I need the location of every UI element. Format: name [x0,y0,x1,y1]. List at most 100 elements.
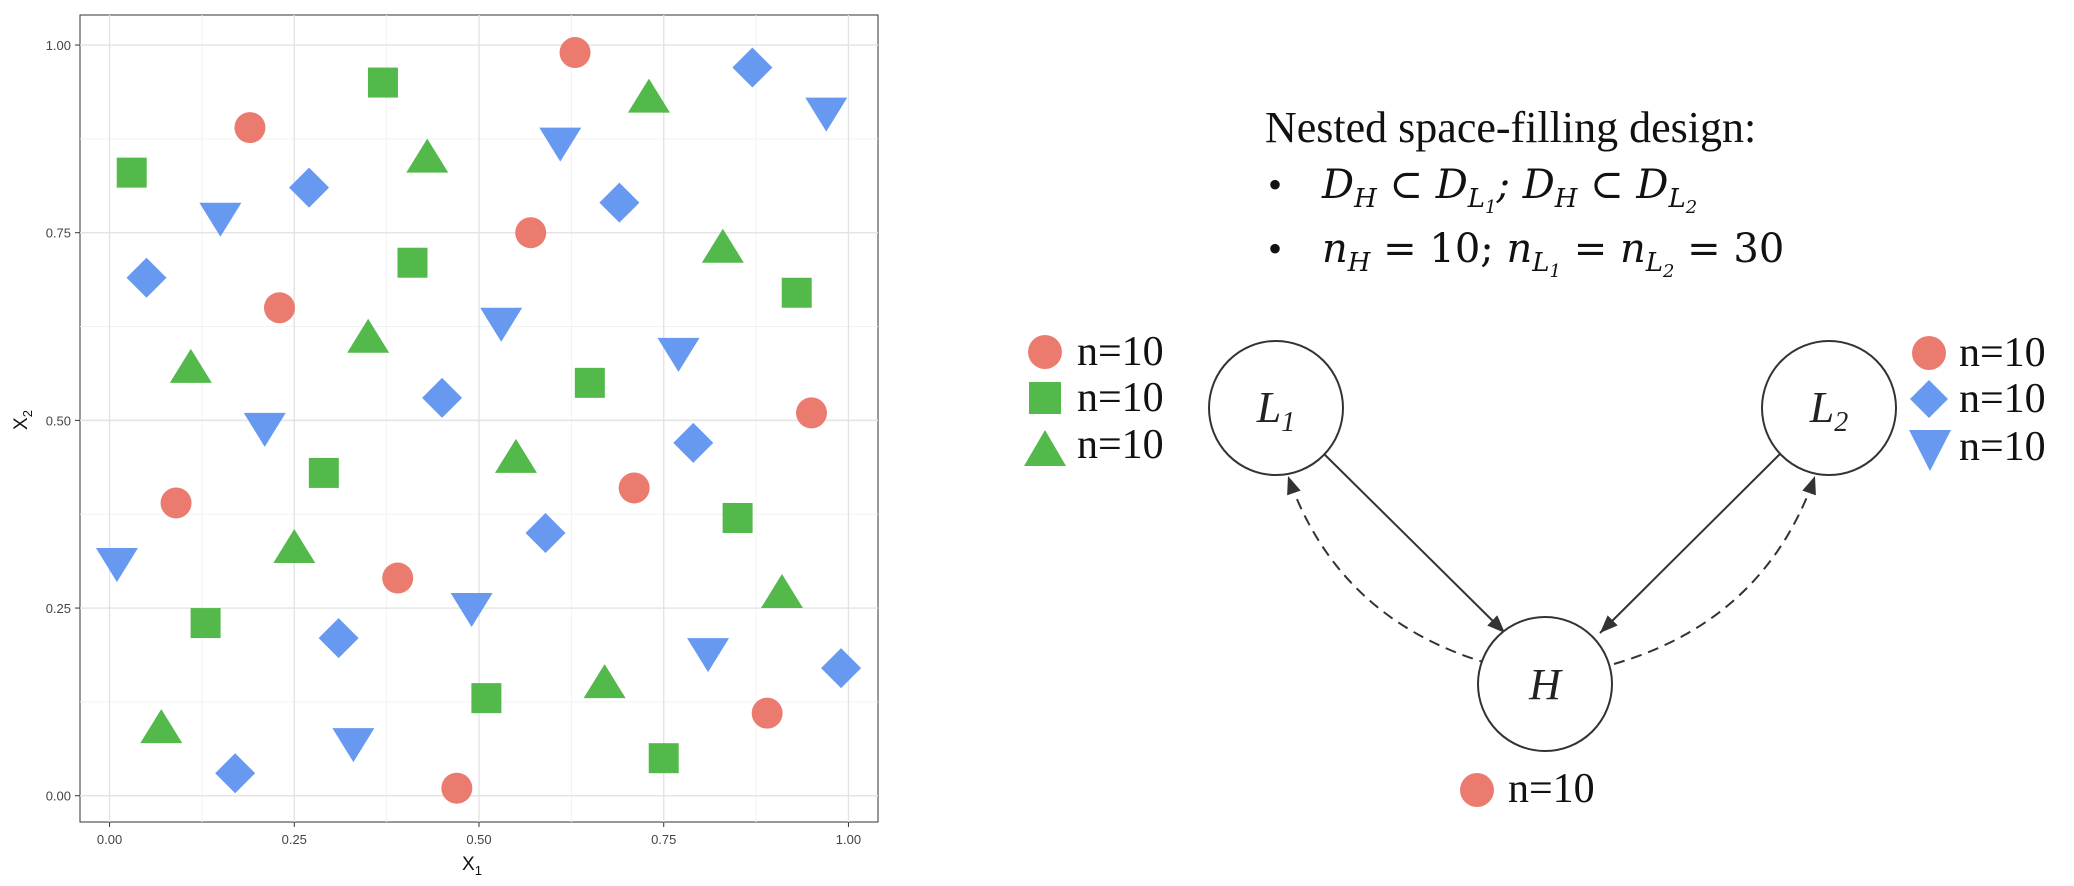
node-l2-sub: 2 [1834,407,1848,438]
legend-l1-label-1: n=10 [1077,329,1164,375]
legend-l2-label-1: n=10 [1959,330,2046,376]
legend-diamond-marker [1910,380,1948,418]
point-triangle-down [332,728,375,763]
point-diamond [525,512,566,553]
dashed-arrow-h-to-l2 [1613,475,1816,665]
point-triangle-up [760,574,803,609]
legend-l2: n=10 n=10 n=10 [1909,330,2046,471]
node-l2-label: L [1809,383,1834,432]
diagram-title: Nested space-filling design: [1265,103,1756,152]
point-triangle-up [701,228,744,263]
point-triangle-up [627,78,670,113]
point-triangle-up [406,138,449,173]
legend-l1-label-3: n=10 [1077,422,1164,468]
x-axis-label: X1 [462,854,482,878]
svg-text:L1: L1 [1256,383,1295,438]
scatter-plot: 0.00 0.25 0.50 0.75 1.00 0.00 0.25 0.50 0.75 1.0… [11,14,879,878]
point-square [397,247,428,278]
point-triangle-down [657,337,700,372]
point-square [308,457,339,488]
y-tick-label: 1.00 [46,38,71,53]
point-triangle-down [243,412,286,447]
point-square [722,502,753,533]
x-tick-label: 0.25 [282,832,307,847]
point-square [471,683,502,714]
point-triangle-down [480,307,523,342]
point-circle [441,772,473,804]
point-diamond [126,257,167,298]
y-tick-label: 0.25 [46,601,71,616]
point-square [781,277,812,308]
point-circle [234,112,266,144]
point-circle [515,217,547,249]
legend-l1-label-2: n=10 [1077,375,1164,421]
node-l1-label: L [1256,383,1281,432]
point-triangle-down [805,97,848,132]
bullet-subset-text: DH ⊂ DL1; DH ⊂ DL2 [1321,162,1697,218]
svg-text:L2: L2 [1809,383,1848,438]
bullet-dot: • [1268,226,1282,271]
node-l1-sub: 1 [1281,407,1295,438]
point-diamond [422,377,463,418]
point-triangle-down [539,127,582,162]
point-triangle-up [583,664,626,699]
point-square [190,608,221,639]
legend-circle-marker [1460,773,1494,807]
arrow-l1-to-h [1317,447,1506,634]
point-triangle-up [140,709,183,744]
bullet-dot: • [1268,162,1282,207]
point-circle [559,37,591,69]
point-triangle-down [199,202,242,237]
point-circle [751,697,783,729]
node-l1: L1 [1208,340,1344,476]
point-diamond [215,753,256,794]
legend-circle-marker [1028,335,1062,369]
point-diamond [673,422,714,463]
legend-l2-label-3: n=10 [1959,424,2046,470]
point-diamond [289,167,330,208]
point-circle [618,472,650,504]
node-l2: L2 [1761,340,1897,476]
point-circle [796,397,827,429]
nested-design-diagram: Nested space-filling design: • DH ⊂ DL1;… [1024,103,2046,812]
x-tick-label: 0.00 [97,832,122,847]
point-square [574,367,605,398]
y-tick-label: 0.00 [46,789,71,804]
point-diamond [732,47,773,88]
legend-triangle-up-marker [1024,430,1066,466]
y-axis-ticks: 0.00 0.25 0.50 0.75 1.00 [46,38,80,804]
x-tick-label: 0.50 [466,832,491,847]
node-h-label: H [1528,660,1563,709]
point-diamond [318,618,359,659]
point-triangle-up [169,348,212,383]
point-triangle-up [347,318,390,353]
point-circle [382,562,414,594]
x-tick-label: 1.00 [836,832,861,847]
bullet-subset: • DH ⊂ DL1; DH ⊂ DL2 [1268,162,1697,218]
legend-l2-label-2: n=10 [1959,376,2046,422]
point-triangle-down [95,548,138,583]
legend-square-marker [1029,382,1061,414]
point-diamond [599,182,640,223]
point-triangle-up [273,528,316,563]
point-square [648,743,679,774]
point-diamond [821,648,862,689]
dashed-arrow-h-to-l1 [1287,475,1491,665]
legend-h: n=10 [1460,766,1595,812]
point-triangle-up [494,438,537,473]
x-tick-label: 0.75 [651,832,676,847]
point-circle [160,487,192,519]
node-h: H [1477,616,1613,752]
y-tick-label: 0.75 [46,226,71,241]
bullet-sizes-text: nH = 10; nL1 = nL2 = 30 [1322,226,1784,282]
data-points [95,37,862,804]
legend-h-label-1: n=10 [1508,766,1595,812]
bullet-sizes: • nH = 10; nL1 = nL2 = 30 [1268,226,1784,282]
point-triangle-down [450,593,493,628]
legend-triangle-down-marker [1909,430,1951,471]
point-square [367,67,398,98]
x-axis-ticks: 0.00 0.25 0.50 0.75 1.00 [97,822,861,847]
point-triangle-down [687,638,730,673]
legend-l1: n=10 n=10 n=10 [1024,329,1164,468]
y-axis-label: X2 [11,410,35,430]
